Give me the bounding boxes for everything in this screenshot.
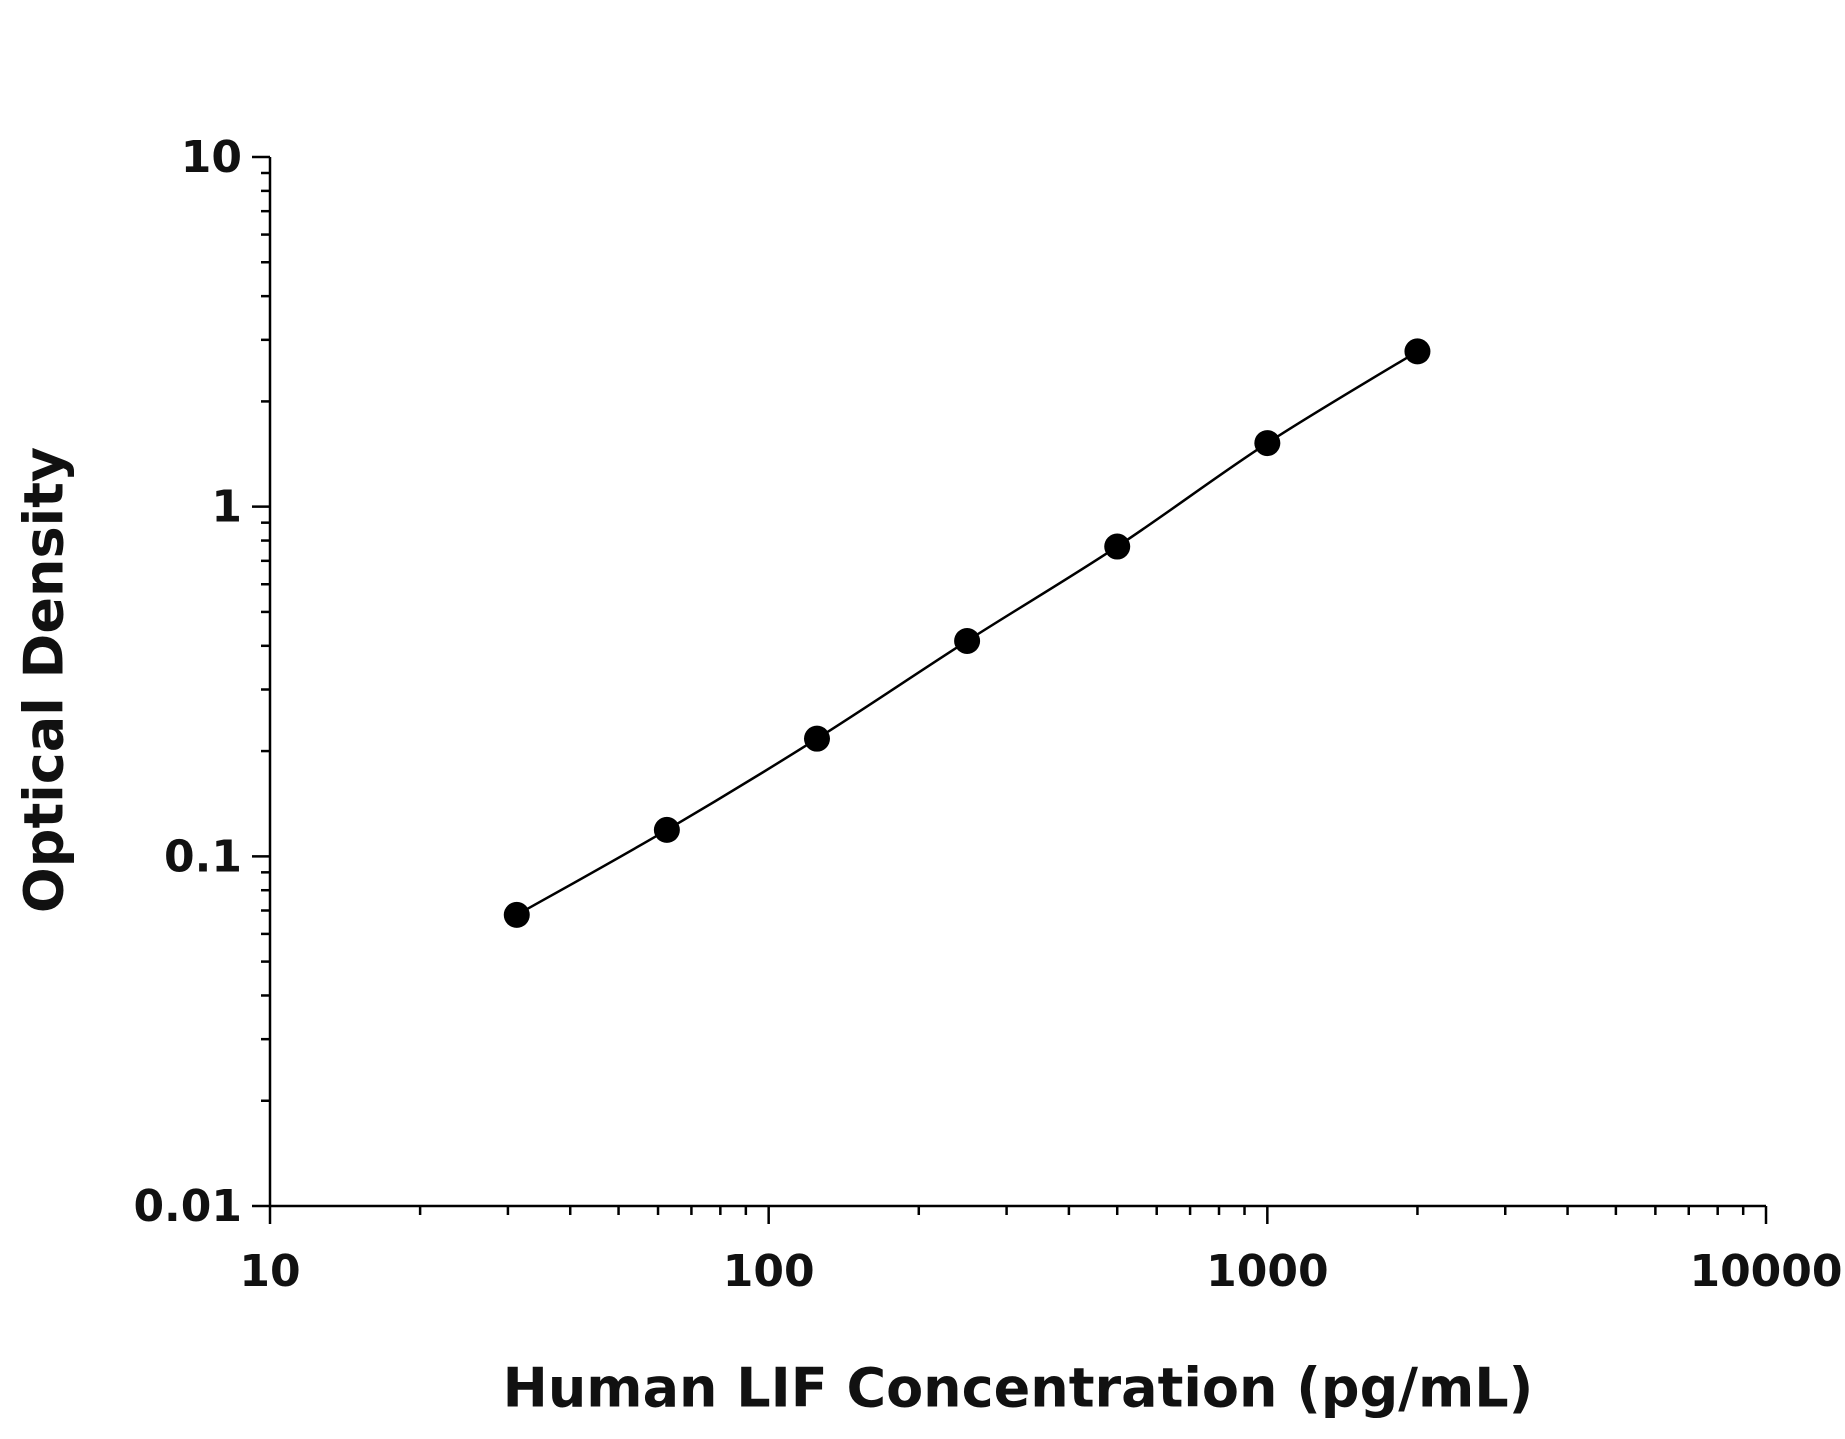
x-tick-label: 1000	[1206, 1246, 1328, 1297]
x-axis-title: Human LIF Concentration (pg/mL)	[503, 1357, 1534, 1420]
y-tick-label: 10	[181, 132, 242, 183]
y-tick-label: 0.01	[133, 1181, 242, 1232]
x-tick-label: 10	[239, 1246, 300, 1297]
data-point	[803, 725, 830, 752]
data-point	[1104, 533, 1131, 560]
x-tick-label: 10000	[1689, 1246, 1842, 1297]
data-point	[954, 627, 981, 654]
y-tick-label: 0.1	[164, 831, 242, 882]
x-tick-label: 100	[723, 1246, 815, 1297]
data-point	[1404, 338, 1431, 365]
data-point	[1254, 430, 1281, 457]
data-point	[653, 816, 680, 843]
y-axis-title: Optical Density	[13, 447, 76, 913]
y-tick-label: 1	[211, 482, 242, 533]
data-point	[503, 901, 530, 928]
